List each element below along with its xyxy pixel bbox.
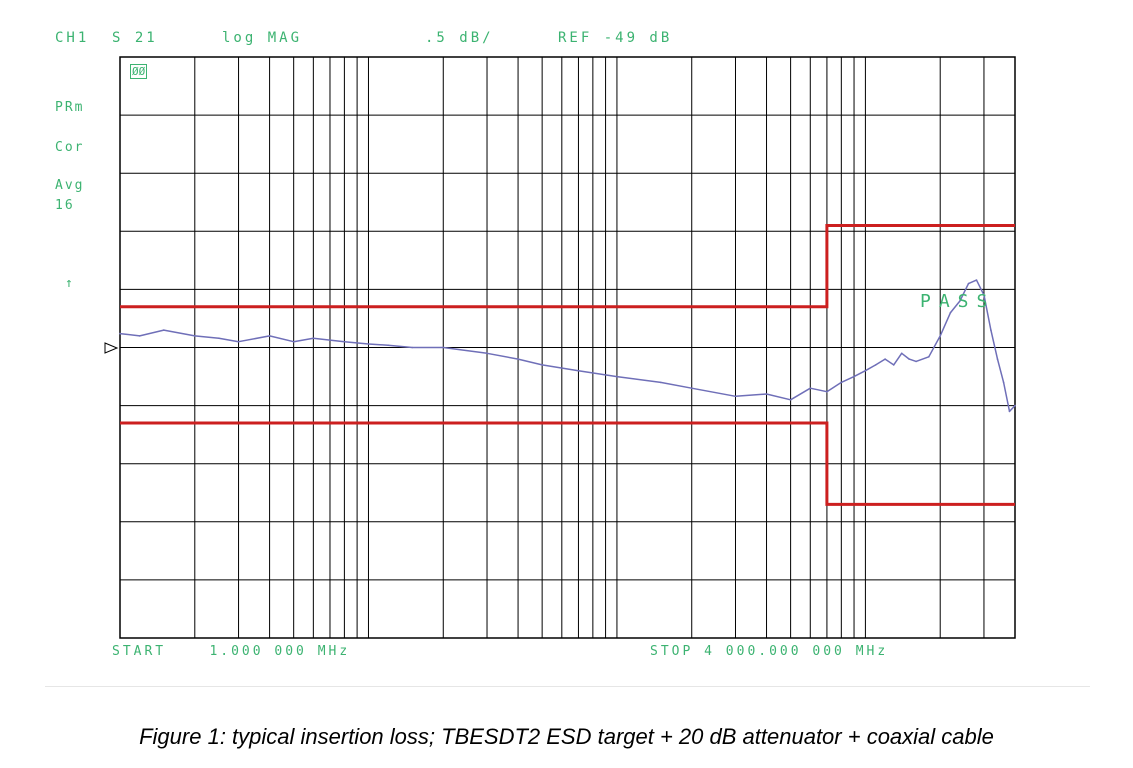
chart-grid — [119, 56, 1016, 639]
prm-label: PRm — [55, 100, 85, 115]
trace-point — [138, 335, 141, 337]
start-frequency: START 1.000 000 MHz — [112, 644, 351, 659]
ref-arrow-icon: ↑ — [65, 276, 75, 291]
trace-point — [884, 358, 886, 360]
trace-point — [809, 387, 812, 390]
trace-point — [541, 364, 543, 366]
trace-point — [1002, 381, 1005, 384]
average-label: Avg — [55, 178, 85, 193]
trace-point — [967, 282, 970, 285]
trace-point — [411, 346, 414, 349]
trace-point — [789, 399, 792, 401]
trace-point — [975, 279, 978, 281]
limit-lines — [120, 224, 1015, 506]
trace-point — [892, 364, 895, 366]
trace-point — [900, 352, 903, 355]
upper-limit-line — [120, 224, 1015, 309]
trace-point — [616, 375, 618, 378]
trace-point — [983, 294, 985, 297]
trace-point — [949, 311, 952, 314]
reference-label: REF -49 dB — [558, 30, 673, 46]
divider — [45, 686, 1090, 687]
trace-point — [659, 381, 662, 384]
trace-point — [939, 335, 941, 337]
trace-point — [690, 387, 693, 390]
trace-point — [840, 381, 843, 384]
pass-label: PASS — [920, 291, 995, 312]
trace-point — [734, 395, 737, 398]
trace-point — [517, 358, 519, 360]
lower-limit-line — [120, 421, 1015, 506]
trace-point — [908, 358, 910, 360]
trace-point — [915, 360, 917, 363]
trace-point — [119, 332, 121, 335]
trace-point — [343, 340, 346, 343]
trace-point — [387, 344, 389, 347]
marker-box: ØØ — [130, 64, 148, 79]
trace-point — [218, 337, 220, 340]
correction-label: Cor — [55, 140, 85, 155]
trace-point — [1014, 404, 1016, 407]
trace-point — [990, 329, 992, 331]
trace-point — [853, 375, 855, 378]
trace-point — [959, 300, 961, 302]
trace-line — [119, 279, 1016, 413]
trace-point — [826, 390, 828, 393]
chart-plot: PASS — [104, 56, 1016, 639]
trace-point — [237, 340, 240, 343]
trace-point — [928, 356, 930, 358]
trace-point — [292, 340, 295, 343]
trace-point — [163, 329, 165, 331]
average-count: 16 — [55, 198, 75, 213]
trace-point — [367, 343, 370, 345]
scale-label: .5 dB/ — [425, 30, 494, 46]
parameter-label: S 21 — [112, 30, 158, 46]
trace-point — [874, 364, 877, 366]
trace-point — [765, 393, 768, 395]
trace-point — [1008, 410, 1011, 413]
trace-point — [577, 369, 580, 372]
channel-label: CH1 — [55, 30, 90, 46]
trace-point — [194, 335, 196, 337]
figure-caption: Figure 1: typical insertion loss; TBESDT… — [139, 724, 994, 749]
trace-point — [486, 352, 488, 355]
trace-point — [268, 335, 271, 337]
format-label: log MAG — [222, 30, 303, 46]
trace-point — [864, 369, 867, 372]
trace-point — [996, 358, 999, 360]
trace-point — [442, 346, 445, 349]
trace-point — [312, 337, 315, 340]
reference-marker-icon — [104, 342, 119, 354]
trace-group — [119, 279, 1016, 413]
stop-frequency: STOP 4 000.000 000 MHz — [650, 644, 889, 659]
